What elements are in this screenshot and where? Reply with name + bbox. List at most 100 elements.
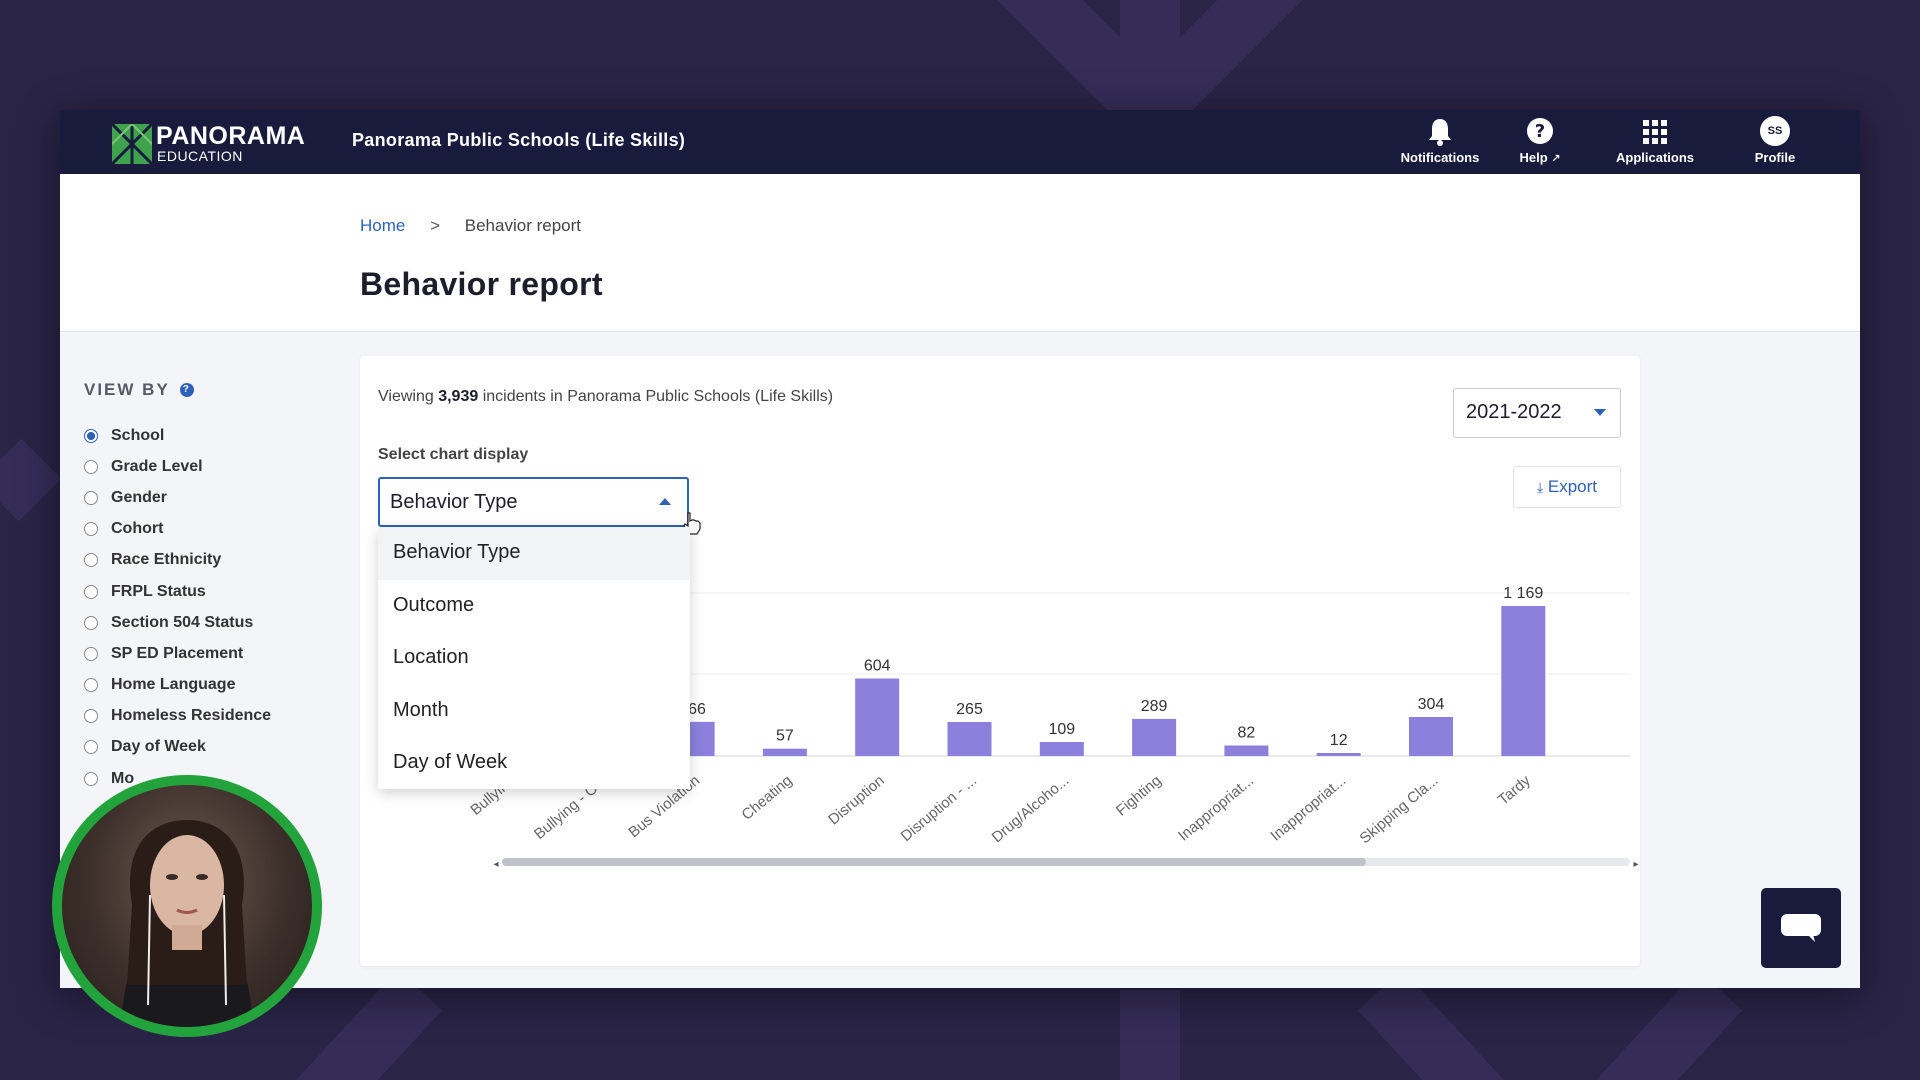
view-by-option-label: Homeless Residence bbox=[111, 707, 272, 725]
page-header: Home > Behavior report Behavior report bbox=[60, 174, 1860, 332]
chart-tick-label: Inappropriat... bbox=[1175, 772, 1257, 845]
chart-tick-label: Disruption bbox=[825, 772, 888, 828]
view-by-option[interactable]: Cohort bbox=[84, 514, 344, 545]
incident-count: 3,939 bbox=[438, 388, 479, 405]
app-window: PANORAMA EDUCATION Panorama Public Schoo… bbox=[60, 110, 1860, 988]
caret-up-icon bbox=[659, 498, 671, 505]
chart-data-label: 57 bbox=[776, 728, 794, 745]
chart-tick-label: Drug/Alcoho... bbox=[989, 772, 1073, 846]
year-select-value: 2021-2022 bbox=[1466, 401, 1562, 423]
view-by-option-label: Race Ethnicity bbox=[111, 551, 222, 569]
view-by-option[interactable]: Grade Level bbox=[84, 451, 344, 482]
info-icon[interactable]: ? bbox=[179, 383, 194, 397]
applications-button[interactable]: Applications bbox=[1600, 116, 1710, 165]
radio-button[interactable] bbox=[84, 584, 98, 599]
dropdown-option[interactable]: Location bbox=[393, 646, 469, 668]
caret-down-icon bbox=[1594, 409, 1606, 416]
radio-button[interactable] bbox=[84, 771, 98, 786]
radio-button[interactable] bbox=[84, 553, 98, 568]
profile-label: Profile bbox=[1754, 150, 1796, 165]
view-by-option[interactable]: FRPL Status bbox=[84, 576, 344, 607]
grid-icon bbox=[1643, 120, 1667, 144]
help-button[interactable]: ? Help ↗ bbox=[1500, 116, 1580, 165]
panorama-logo[interactable]: PANORAMA EDUCATION bbox=[112, 122, 327, 164]
radio-button[interactable] bbox=[84, 490, 98, 505]
chart-data-label: 1 169 bbox=[1503, 585, 1543, 602]
chart-bar bbox=[855, 678, 900, 756]
radio-button[interactable] bbox=[84, 522, 98, 537]
chart-bar bbox=[1409, 716, 1453, 756]
chart-data-label: 12 bbox=[1330, 732, 1348, 749]
view-by-option[interactable]: Home Language bbox=[84, 670, 344, 701]
panorama-logo-mark-icon bbox=[112, 124, 152, 164]
radio-button[interactable] bbox=[84, 615, 98, 630]
chat-bubble-icon bbox=[1781, 914, 1821, 942]
chart-display-select[interactable]: Behavior Type bbox=[378, 477, 689, 527]
avatar: SS bbox=[1760, 116, 1790, 146]
view-by-option[interactable]: Day of Week bbox=[84, 732, 344, 763]
dropdown-option[interactable]: Behavior Type bbox=[378, 527, 690, 580]
view-by-option[interactable]: Gender bbox=[84, 482, 344, 513]
radio-button[interactable] bbox=[84, 678, 98, 693]
chart-bar bbox=[1224, 745, 1269, 756]
chart-bar bbox=[1316, 753, 1361, 756]
dropdown-option[interactable]: Month bbox=[393, 698, 449, 721]
view-by-option-label: Cohort bbox=[111, 520, 164, 538]
radio-button[interactable] bbox=[84, 709, 98, 724]
chat-button[interactable] bbox=[1761, 888, 1841, 968]
breadcrumb-home-link[interactable]: Home bbox=[360, 216, 406, 235]
chart-data-label: 265 bbox=[956, 701, 983, 718]
view-by-option[interactable]: Race Ethnicity bbox=[84, 545, 344, 576]
view-by-option-label: Home Language bbox=[111, 676, 236, 694]
radio-button[interactable] bbox=[84, 740, 98, 755]
chart-tick-label: Cheating bbox=[739, 772, 796, 824]
report-card: Viewing 3,939 incidents in Panorama Publ… bbox=[360, 356, 1640, 966]
question-icon: ? bbox=[1527, 118, 1553, 144]
view-by-option[interactable]: Section 504 Status bbox=[84, 607, 344, 638]
applications-label: Applications bbox=[1615, 150, 1694, 165]
view-by-options: School Grade Level Gender Cohort Race Ethnic… bbox=[84, 420, 344, 794]
view-by-option[interactable]: Homeless Residence bbox=[84, 701, 344, 732]
export-button[interactable]: ⤓ Export bbox=[1513, 466, 1621, 508]
dropdown-option[interactable]: Day of Week bbox=[393, 751, 508, 773]
breadcrumb: Home > Behavior report bbox=[360, 216, 581, 236]
view-by-option-label: Gender bbox=[111, 488, 168, 506]
radio-button[interactable] bbox=[84, 459, 98, 474]
top-navbar: PANORAMA EDUCATION Panorama Public Schoo… bbox=[60, 110, 1860, 174]
chart-display-value: Behavior Type bbox=[390, 491, 518, 513]
view-by-option-label: School bbox=[111, 426, 165, 444]
bell-icon bbox=[1429, 119, 1451, 146]
chart-tick-label: Tardy bbox=[1495, 772, 1534, 809]
radio-button[interactable] bbox=[84, 646, 98, 661]
presenter-video-frame bbox=[122, 820, 252, 1027]
chart-scrollbar-thumb[interactable] bbox=[502, 858, 1366, 866]
chart-bar bbox=[762, 748, 807, 756]
chart-tick-label: Disruption - ... bbox=[898, 772, 980, 845]
help-label: Help bbox=[1519, 150, 1548, 165]
export-label: Export bbox=[1547, 477, 1598, 496]
notifications-label: Notifications bbox=[1400, 150, 1480, 165]
external-link-icon: ↗ bbox=[1551, 153, 1561, 165]
scroll-left-icon: ◂ bbox=[493, 859, 498, 870]
notifications-button[interactable]: Notifications bbox=[1385, 116, 1495, 165]
year-select[interactable]: 2021-2022 bbox=[1453, 388, 1621, 438]
view-by-option[interactable]: School bbox=[84, 420, 344, 451]
view-by-option-label: Grade Level bbox=[111, 457, 203, 475]
profile-button[interactable]: SS Profile bbox=[1740, 116, 1810, 165]
presenter-webcam bbox=[52, 775, 322, 1037]
view-by-option[interactable]: SP ED Placement bbox=[84, 638, 344, 669]
view-by-option-label: Section 504 Status bbox=[111, 613, 254, 631]
view-by-option[interactable]: Mo bbox=[84, 763, 344, 794]
viewing-suffix: incidents in Panorama Public Schools (Li… bbox=[482, 388, 834, 405]
view-by-sidebar: VIEW BY ? School Grade Level Gender Cohort R… bbox=[84, 380, 344, 794]
chart-display-label: Select chart display bbox=[378, 446, 529, 463]
chart-bar bbox=[1132, 718, 1177, 756]
view-by-heading: VIEW BY ? bbox=[84, 380, 344, 400]
dropdown-option[interactable]: Outcome bbox=[393, 593, 475, 616]
chart-data-label: 304 bbox=[1418, 696, 1445, 713]
view-by-option-label: Day of Week bbox=[111, 738, 206, 756]
chart-bar bbox=[1501, 606, 1546, 756]
chart-display-dropdown: Behavior Type Outcome Location Month Day of … bbox=[378, 527, 690, 789]
radio-button[interactable] bbox=[84, 428, 98, 443]
